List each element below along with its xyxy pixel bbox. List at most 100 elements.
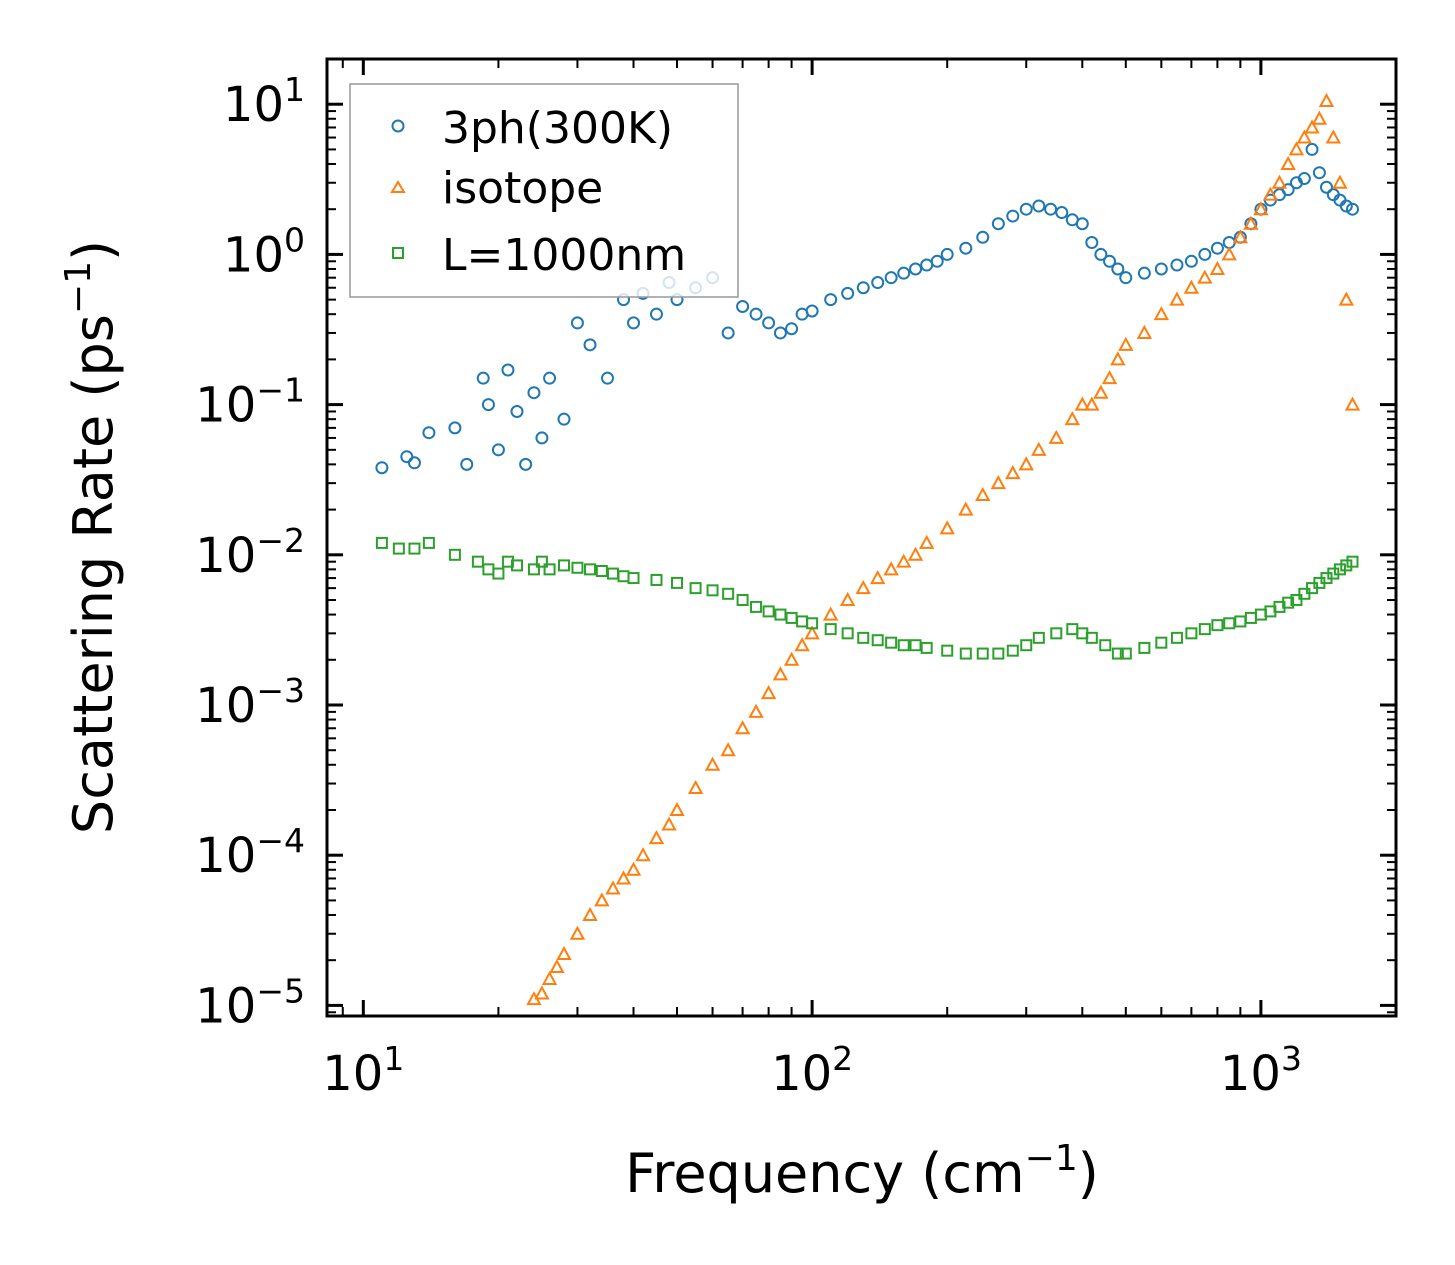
data-point [883, 561, 899, 576]
data-point [785, 611, 798, 624]
data-point [772, 666, 789, 681]
legend-label-isotope: isotope [442, 163, 603, 214]
data-point [722, 587, 735, 600]
data-point [687, 779, 704, 795]
data-point [392, 542, 405, 555]
data-point [460, 457, 474, 471]
data-point [1006, 209, 1020, 223]
data-point [1197, 269, 1213, 284]
data-point [736, 594, 749, 607]
data-point [1254, 608, 1267, 621]
plot-frame [325, 57, 1398, 1018]
data-point [1019, 202, 1033, 216]
data-point [1221, 246, 1237, 261]
data-point [375, 536, 388, 549]
data-point [897, 266, 911, 280]
data-point [1110, 351, 1126, 366]
data-point [918, 534, 935, 549]
data-point [625, 861, 642, 876]
data-point [583, 338, 597, 352]
data-point [649, 307, 663, 321]
data-point [1044, 202, 1058, 216]
data-point [909, 262, 923, 276]
data-point [584, 563, 597, 576]
x-axis-label: Frequency (cm−1) [625, 1138, 1099, 1205]
data-point [1137, 266, 1151, 280]
data-point [1211, 619, 1224, 632]
data-point [930, 254, 944, 268]
data-point [1339, 199, 1353, 213]
data-point [1223, 617, 1236, 630]
data-point [407, 456, 421, 470]
data-point [422, 426, 436, 440]
legend-label-l1000nm: L=1000nm [442, 230, 686, 281]
data-point [750, 600, 763, 613]
data-point [1154, 262, 1168, 276]
data-point [871, 276, 885, 290]
legend: 3ph(300K) isotope L=1000nm [349, 83, 739, 298]
data-point [557, 559, 570, 572]
data-point [1344, 396, 1361, 411]
data-point [991, 217, 1005, 231]
data-point [557, 412, 571, 426]
data-point [1155, 636, 1168, 649]
data-point [1234, 615, 1247, 628]
data-point [1304, 119, 1320, 134]
data-point [785, 322, 799, 336]
data-point [1153, 306, 1170, 321]
data-point [556, 945, 572, 960]
data-point [762, 316, 776, 330]
data-point [549, 958, 565, 974]
data-point [1296, 129, 1313, 144]
data-point [720, 742, 736, 757]
data-point [448, 548, 461, 561]
data-point [1119, 271, 1133, 285]
data-point [839, 591, 856, 607]
data-point [704, 756, 721, 771]
data-point [976, 230, 990, 244]
data-point [959, 647, 972, 660]
data-point [762, 605, 775, 618]
data-point [841, 627, 854, 640]
data-point [541, 970, 558, 985]
data-point [871, 634, 884, 647]
data-point [990, 475, 1007, 490]
data-point [400, 450, 414, 464]
legend-label-3ph: 3ph(300K) [442, 103, 673, 154]
y-tick-label: 10−5 [195, 971, 305, 1034]
data-point [736, 299, 750, 313]
data-point [1136, 324, 1153, 339]
data-point [1101, 370, 1118, 385]
data-point [824, 623, 837, 636]
data-point [975, 486, 991, 502]
data-point [1288, 141, 1305, 156]
data-point [1031, 441, 1047, 456]
data-point [1232, 229, 1249, 244]
data-point [1138, 641, 1151, 654]
data-point [760, 685, 777, 700]
data-point [1170, 631, 1183, 644]
data-point [1271, 174, 1288, 189]
data-point [824, 293, 838, 307]
data-point [476, 371, 490, 385]
data-point [582, 906, 598, 921]
series-0 [375, 142, 1360, 475]
data-point [1210, 241, 1224, 255]
axis-ticks [327, 58, 1397, 1016]
data-point [1050, 627, 1063, 640]
data-point [1346, 202, 1360, 216]
data-point [856, 281, 870, 295]
data-point [706, 584, 719, 597]
data-point [897, 639, 910, 652]
data-point [510, 404, 524, 418]
data-point [941, 644, 954, 657]
data-point [595, 565, 608, 578]
data-point [920, 258, 934, 272]
data-point [1006, 644, 1019, 657]
data-point [1281, 183, 1295, 197]
data-point [1103, 254, 1117, 268]
data-point [543, 371, 557, 385]
data-point [594, 892, 610, 907]
data-point [992, 647, 1005, 660]
